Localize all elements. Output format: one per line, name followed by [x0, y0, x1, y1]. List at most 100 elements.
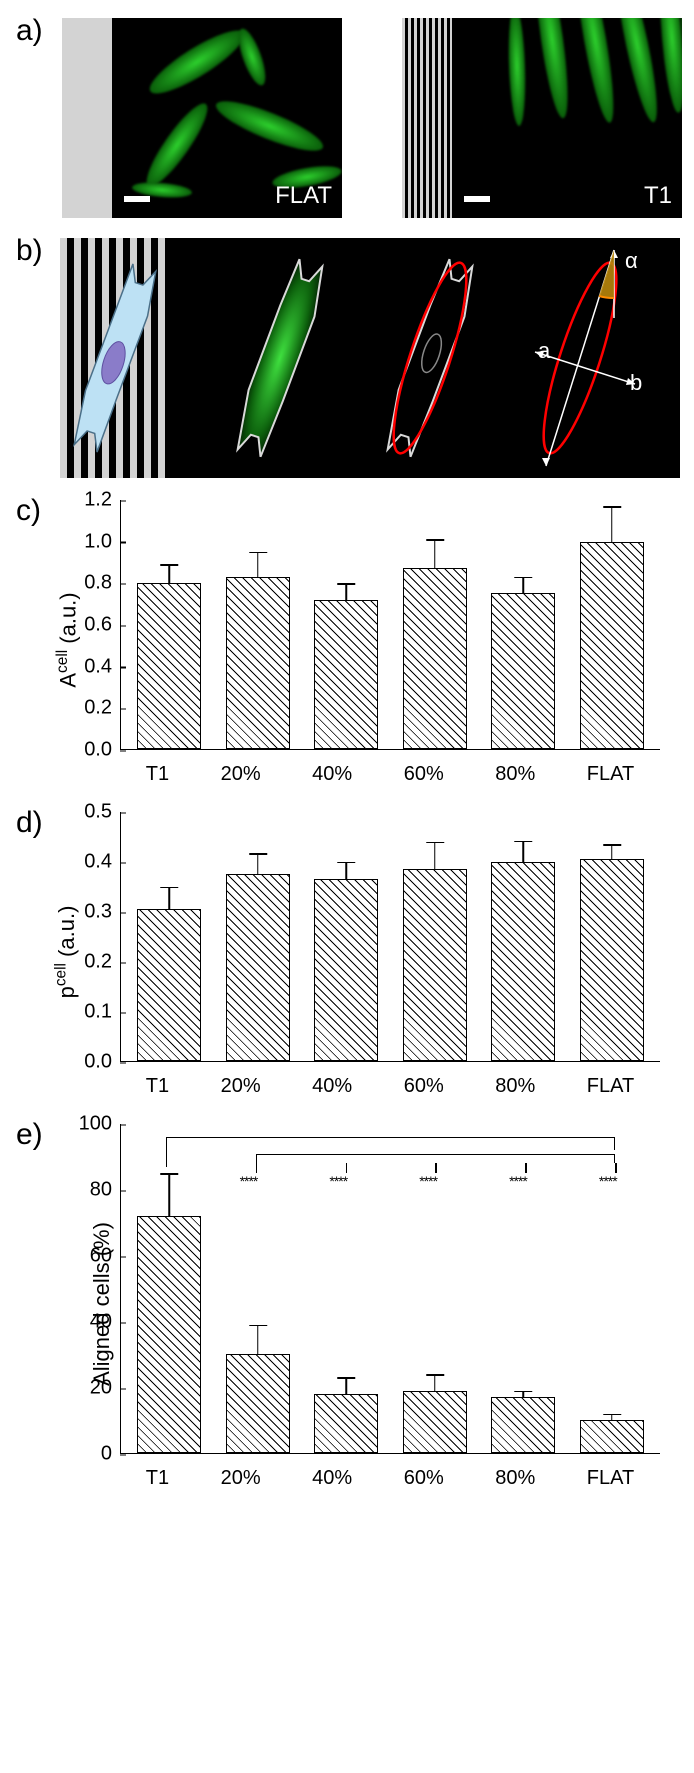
bar-slot	[391, 812, 480, 1061]
bar-slot	[214, 1124, 303, 1453]
bar-slot	[302, 500, 391, 749]
bar-slot	[125, 812, 214, 1061]
panel-a-label: a)	[16, 14, 43, 48]
chart-d-plot	[120, 812, 660, 1062]
label-b: b	[630, 370, 642, 395]
sig-stars: ****	[240, 1173, 258, 1189]
x-tick-label: FLAT	[587, 763, 634, 786]
y-tick: 0.8	[70, 572, 120, 595]
panel-b-row: α a b	[10, 230, 684, 478]
bar-slot	[568, 812, 657, 1061]
chart-d: pcell (a.u.) 0.00.10.20.30.40.5 T120%40%…	[70, 802, 670, 1102]
panel-e: e) Aligned cells (%) 020406080100 ******…	[10, 1114, 684, 1494]
x-tick-label: 40%	[312, 1467, 352, 1490]
x-tick-label: 60%	[404, 1075, 444, 1098]
x-tick-label: 20%	[221, 1467, 261, 1490]
bar	[580, 542, 644, 750]
x-tick-label: 80%	[495, 1075, 535, 1098]
sig-drop	[346, 1163, 348, 1173]
panel-b: b)	[10, 230, 684, 478]
bar-slot	[479, 500, 568, 749]
y-tick: 0.0	[70, 1051, 120, 1074]
label-a: a	[538, 338, 551, 363]
bar-slot	[391, 500, 480, 749]
y-tick: 0.5	[70, 801, 120, 824]
panel-c-label: c)	[16, 494, 41, 528]
sidebar-stripes-icon	[402, 18, 452, 218]
y-tick: 0.0	[70, 739, 120, 762]
bar	[403, 568, 467, 749]
x-tick-label: T1	[146, 1467, 169, 1490]
panel-b-svg: α a b	[60, 238, 680, 478]
chart-c-plot	[120, 500, 660, 750]
panel-c: c) Acell (a.u.) 0.00.20.40.60.81.01.2 T1…	[10, 490, 684, 790]
y-tick: 0.1	[70, 1001, 120, 1024]
y-tick: 80	[70, 1179, 120, 1202]
bar-slot	[125, 1124, 214, 1453]
sig-bracket	[256, 1154, 615, 1164]
sig-drop	[435, 1163, 437, 1173]
imagebox-flat: FLAT	[62, 18, 342, 218]
bar-slot	[125, 500, 214, 749]
bar	[137, 1216, 201, 1453]
x-tick-label: 40%	[312, 1075, 352, 1098]
x-tick-label: 60%	[404, 1467, 444, 1490]
y-tick: 0.3	[70, 901, 120, 924]
sig-stars: ****	[509, 1173, 527, 1189]
y-tick: 1.2	[70, 489, 120, 512]
bar	[491, 1397, 555, 1453]
y-tick: 60	[70, 1245, 120, 1268]
x-tick-label: FLAT	[587, 1075, 634, 1098]
y-tick: 0.4	[70, 851, 120, 874]
bar	[137, 909, 201, 1061]
bar	[314, 1394, 378, 1453]
bar	[580, 859, 644, 1061]
bar	[580, 1420, 644, 1453]
sig-stars: ****	[419, 1173, 437, 1189]
panel-a: a) FLAT	[10, 10, 684, 218]
panel-e-label: e)	[16, 1118, 43, 1152]
y-tick: 20	[70, 1377, 120, 1400]
sig-drop	[256, 1163, 258, 1173]
sig-drop	[166, 1150, 168, 1166]
scalebar-icon	[124, 196, 150, 202]
x-tick-label: 20%	[221, 1075, 261, 1098]
bar-slot	[214, 812, 303, 1061]
sig-drop	[615, 1163, 617, 1173]
bar	[403, 1391, 467, 1454]
x-tick-label: T1	[146, 1075, 169, 1098]
bar-slot	[479, 812, 568, 1061]
chart-e-plot: ********************	[120, 1124, 660, 1454]
bar	[137, 583, 201, 749]
bar-slot	[214, 500, 303, 749]
bar-slot	[302, 812, 391, 1061]
label-alpha: α	[625, 248, 638, 273]
y-tick: 0	[70, 1443, 120, 1466]
y-tick: 1.0	[70, 530, 120, 553]
y-tick: 0.2	[70, 697, 120, 720]
bar	[403, 869, 467, 1061]
bar	[314, 879, 378, 1061]
x-tick-label: 40%	[312, 763, 352, 786]
bar-slot	[568, 500, 657, 749]
sig-drop	[525, 1163, 527, 1173]
chart-c: Acell (a.u.) 0.00.20.40.60.81.01.2 T120%…	[70, 490, 670, 790]
panel-d-label: d)	[16, 806, 43, 840]
y-tick: 0.4	[70, 655, 120, 678]
panel-d: d) pcell (a.u.) 0.00.10.20.30.40.5 T120%…	[10, 802, 684, 1102]
caption-flat: FLAT	[275, 182, 332, 210]
bar	[314, 600, 378, 749]
sig-bracket	[166, 1137, 615, 1150]
x-tick-label: 60%	[404, 763, 444, 786]
sig-stars: ****	[329, 1173, 347, 1189]
x-tick-label: FLAT	[587, 1467, 634, 1490]
panel-b-box: α a b	[60, 238, 680, 478]
sidebar-flat-icon	[62, 18, 112, 218]
y-tick: 40	[70, 1311, 120, 1334]
x-tick-label: 20%	[221, 763, 261, 786]
bar	[226, 1354, 290, 1453]
y-tick: 100	[70, 1113, 120, 1136]
x-tick-label: T1	[146, 763, 169, 786]
x-tick-label: 80%	[495, 763, 535, 786]
bar	[491, 593, 555, 749]
